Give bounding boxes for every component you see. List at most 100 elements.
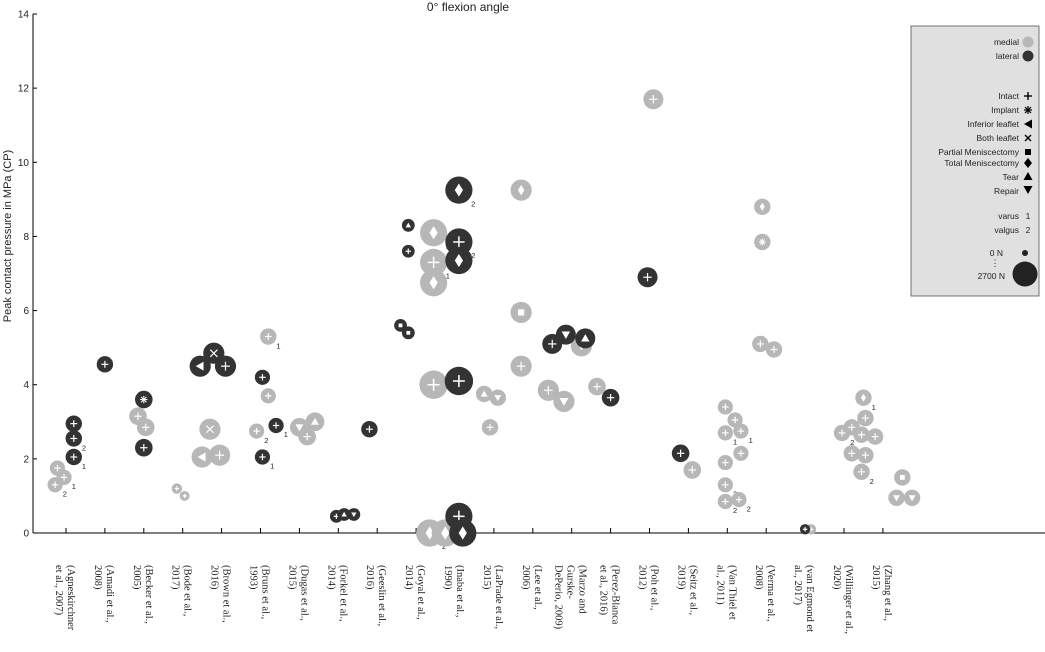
medial-point	[171, 483, 183, 494]
medial-point	[857, 409, 874, 427]
x-tick-label-line: 2016)	[209, 565, 220, 590]
medial-point: 1	[420, 248, 450, 281]
lateral-point	[254, 369, 271, 385]
alignment-note: 2	[82, 444, 86, 453]
lateral-point	[449, 519, 477, 547]
medial-point	[588, 377, 606, 396]
x-tick-label-line: 2006)	[520, 565, 531, 590]
y-tick-label: 8	[23, 232, 29, 243]
medial-point: 1	[420, 219, 450, 251]
asterisk-icon	[1024, 106, 1032, 114]
alignment-note: 2	[471, 251, 475, 260]
diamond-icon	[454, 183, 464, 197]
diamond-icon	[454, 253, 464, 268]
diamond-icon	[1024, 158, 1032, 168]
x-tick-label-line: (Dugas et al.,	[298, 565, 309, 621]
legend-load-min-dot	[1022, 250, 1028, 256]
legend-valgus-mark: 2	[1026, 225, 1031, 235]
legend: medial lateral Intact Implant Inferior l…	[910, 25, 1040, 297]
alignment-note: 1	[749, 436, 753, 445]
x-tick-label-line: DePerio, 2009)	[553, 565, 564, 630]
x-tick-label-line: (Willinger et al.,	[843, 565, 854, 634]
diamond-icon	[429, 276, 438, 290]
lateral-point	[542, 333, 563, 354]
medial-point: 1	[56, 469, 76, 491]
triangle-down-icon	[559, 398, 569, 406]
medial-point	[866, 428, 884, 445]
triangle-down-icon	[908, 495, 916, 502]
legend-intact-label: Intact	[998, 91, 1019, 101]
alignment-note: 1	[270, 462, 274, 471]
medial-point	[191, 446, 213, 468]
medial-point: 2	[717, 493, 737, 515]
diamond-icon	[425, 526, 434, 540]
x-tick-label-line: (van Egmond et	[804, 565, 815, 632]
diamond-icon	[759, 202, 765, 211]
medial-point	[420, 269, 448, 297]
lateral-point	[445, 246, 473, 275]
x-tick-label-line: 2020)	[831, 565, 842, 590]
medial-point	[305, 412, 325, 432]
x-tick-label-line: (Bruns et al.,	[260, 565, 271, 619]
legend-load-dots: ⋮	[991, 258, 1000, 268]
x-tick-label-line: et al., 2007)	[53, 565, 64, 616]
lateral-point: 1	[268, 417, 288, 439]
medial-point	[260, 388, 276, 404]
lateral-point	[347, 508, 361, 521]
x-tick-label: (Dugas et al.,2015)	[286, 565, 309, 621]
diamond-icon	[429, 226, 438, 240]
x-tick-label-line: 2015)	[481, 565, 492, 590]
triangle-up-icon	[1023, 172, 1033, 180]
triangle-down-icon	[295, 424, 304, 432]
x-tick-label-line: et al., 2016)	[598, 565, 609, 616]
x-tick-label-line: 1993)	[248, 565, 259, 590]
triangle-down-icon	[494, 395, 502, 402]
medial-point	[857, 446, 874, 464]
x-tick-label: (Geeslin et al.,2016)	[364, 565, 387, 626]
legend-repair-label: Repair	[994, 186, 1019, 196]
legend-inferior-leaflet-label: Inferior leaflet	[968, 119, 1020, 129]
medial-point	[481, 419, 499, 436]
x-tick-label-line: (Marzo and	[577, 565, 588, 614]
alignment-note: 1	[446, 272, 450, 281]
medial-point: 1	[733, 423, 753, 445]
alignment-note: 2	[442, 542, 446, 551]
medial-point	[510, 355, 532, 377]
triangle-up-icon	[311, 417, 319, 425]
legend-both-leaflet-label: Both leaflet	[976, 133, 1019, 143]
medial-point: 1	[260, 328, 281, 351]
diamond-icon	[458, 526, 467, 540]
x-tick-label: (Bruns et al.,1993)	[248, 565, 271, 619]
legend-lateral-label: lateral	[996, 51, 1019, 61]
x-tick-label-line: (Seitz et al.,	[687, 565, 698, 615]
lateral-point	[444, 366, 474, 396]
medial-point	[537, 379, 559, 401]
triangle-up-icon	[480, 390, 488, 397]
legend-tear-label: Tear	[1002, 172, 1019, 182]
x-tick-label: (Seitz et al.,2019)	[675, 565, 698, 615]
lateral-point	[361, 421, 378, 438]
x-tick-label: (Willinger et al.,2020)	[831, 565, 854, 634]
square-icon	[398, 323, 403, 328]
alignment-note: 2	[471, 199, 475, 208]
x-tick-label-line: (Bode et al.,	[182, 565, 193, 616]
alignment-note: 2	[747, 504, 751, 513]
alignment-note: 1	[733, 438, 737, 447]
lateral-point: 2	[65, 430, 86, 453]
medial-point: 2	[853, 463, 874, 486]
legend-implant-label: Implant	[991, 105, 1020, 115]
legend-medial-label: medial	[994, 37, 1019, 47]
y-tick-label: 14	[18, 10, 30, 21]
x-tick-label-line: (Goyal et al.,	[415, 565, 426, 620]
medial-point: 1	[855, 389, 876, 412]
medial-point	[419, 370, 448, 399]
medial-point	[199, 418, 221, 440]
x-tick-label-line: (Brown et al.,	[221, 565, 232, 623]
lateral-point: 2	[445, 176, 475, 208]
x-tick-label: (Amadi et al.,2008)	[92, 565, 115, 623]
